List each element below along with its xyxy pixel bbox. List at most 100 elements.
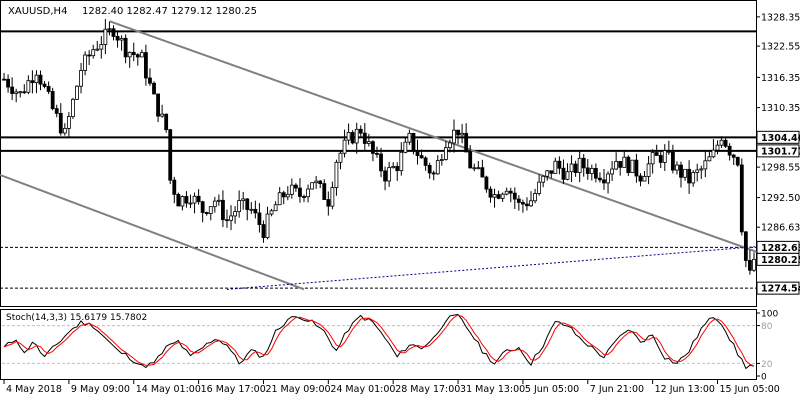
candle-body	[630, 159, 635, 174]
candle-body	[50, 91, 55, 110]
price-label-box	[756, 130, 800, 144]
time-tick-label: 5 Jun 05:00	[525, 384, 579, 395]
candle-body	[516, 198, 521, 203]
candle	[468, 145, 473, 169]
time-tick-label: 4 May 2018	[6, 384, 62, 395]
candle	[545, 170, 550, 181]
candle	[38, 70, 43, 91]
candle-body	[245, 198, 250, 210]
chart-header-symbol: XAUUSD,H4	[8, 6, 67, 17]
candle-body	[537, 181, 542, 194]
candle	[22, 84, 27, 94]
candle-body	[484, 176, 489, 190]
candle	[184, 191, 189, 208]
upper-channel-line	[109, 20, 775, 260]
candle-body	[326, 199, 331, 207]
candle-body	[6, 78, 10, 88]
candle	[711, 139, 716, 159]
candle-body	[310, 182, 315, 190]
candle-body	[427, 165, 432, 174]
candle	[395, 162, 400, 181]
candle-body	[606, 173, 610, 184]
candle-body	[14, 91, 19, 94]
candle-body	[221, 199, 225, 221]
candle-body	[144, 52, 148, 79]
candle-body	[95, 48, 100, 51]
candle	[565, 163, 570, 181]
candle-body	[610, 168, 614, 175]
candle-body	[160, 113, 165, 117]
candle	[646, 155, 651, 185]
candle-body	[654, 152, 659, 156]
candle-body	[285, 193, 290, 198]
stochastic-axis-labels: 100 80 20 0	[756, 310, 778, 383]
candle	[298, 178, 302, 203]
candle-body	[34, 74, 39, 84]
price-tick-label: 1316.35	[761, 73, 800, 84]
candle	[249, 202, 254, 214]
candle-body	[204, 212, 209, 214]
candle-body	[687, 168, 692, 184]
candle-body	[176, 194, 181, 207]
candle	[695, 163, 700, 182]
candle	[743, 231, 748, 268]
candle	[533, 188, 537, 204]
candle	[293, 183, 298, 192]
candle-body	[22, 91, 27, 94]
candle-body	[383, 170, 387, 182]
time-tick-label: 14 May 01:00	[136, 384, 201, 395]
candle-body	[152, 82, 156, 95]
candle	[670, 144, 675, 174]
candle	[119, 35, 124, 51]
candle-body	[614, 161, 619, 170]
candles	[2, 18, 756, 275]
time-tick-label: 28 May 17:00	[395, 384, 460, 395]
ohlc-close: 1280.25	[216, 6, 257, 17]
candle-body	[71, 98, 75, 117]
candle-body	[391, 166, 396, 169]
candle	[703, 151, 708, 178]
candle	[589, 164, 594, 181]
candle	[577, 150, 582, 183]
candle	[168, 128, 173, 185]
candle	[273, 201, 278, 212]
candle-body	[525, 203, 529, 207]
candle	[618, 161, 623, 176]
candle-body	[752, 258, 756, 271]
candle-body	[508, 190, 513, 194]
candle	[314, 176, 319, 189]
ohlc-high: 1282.47	[127, 6, 168, 17]
candle	[731, 153, 736, 165]
candle	[549, 170, 554, 179]
candle-body	[589, 168, 594, 174]
candle	[156, 93, 160, 123]
candle	[561, 159, 566, 185]
candle	[79, 62, 83, 94]
candle	[241, 191, 246, 210]
candle-body	[216, 199, 221, 202]
candle-body	[646, 163, 651, 177]
candle-body	[735, 156, 740, 166]
candle-body	[192, 195, 197, 204]
price-tick-label: 1274.54	[761, 284, 800, 295]
candle	[407, 129, 412, 145]
candle-body	[91, 49, 96, 57]
candle	[342, 129, 347, 158]
candle-body	[200, 201, 205, 213]
candle-body	[379, 153, 383, 172]
candle	[399, 142, 404, 176]
candle	[593, 163, 598, 183]
candle	[654, 144, 659, 156]
candle-body	[184, 196, 189, 204]
candle-body	[229, 215, 233, 221]
candle	[2, 72, 6, 81]
candle	[107, 21, 112, 36]
candle	[144, 44, 148, 86]
candle	[91, 44, 96, 59]
candle-body	[338, 152, 343, 163]
candle	[379, 147, 383, 178]
candle-body	[456, 129, 460, 136]
candle	[233, 206, 237, 224]
candle-body	[10, 86, 15, 94]
time-axis: 4 May 2018 9 May 09:00 14 May 01:00 16 May …	[3, 380, 780, 395]
